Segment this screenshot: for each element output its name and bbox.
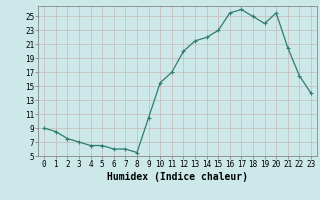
X-axis label: Humidex (Indice chaleur): Humidex (Indice chaleur): [107, 172, 248, 182]
